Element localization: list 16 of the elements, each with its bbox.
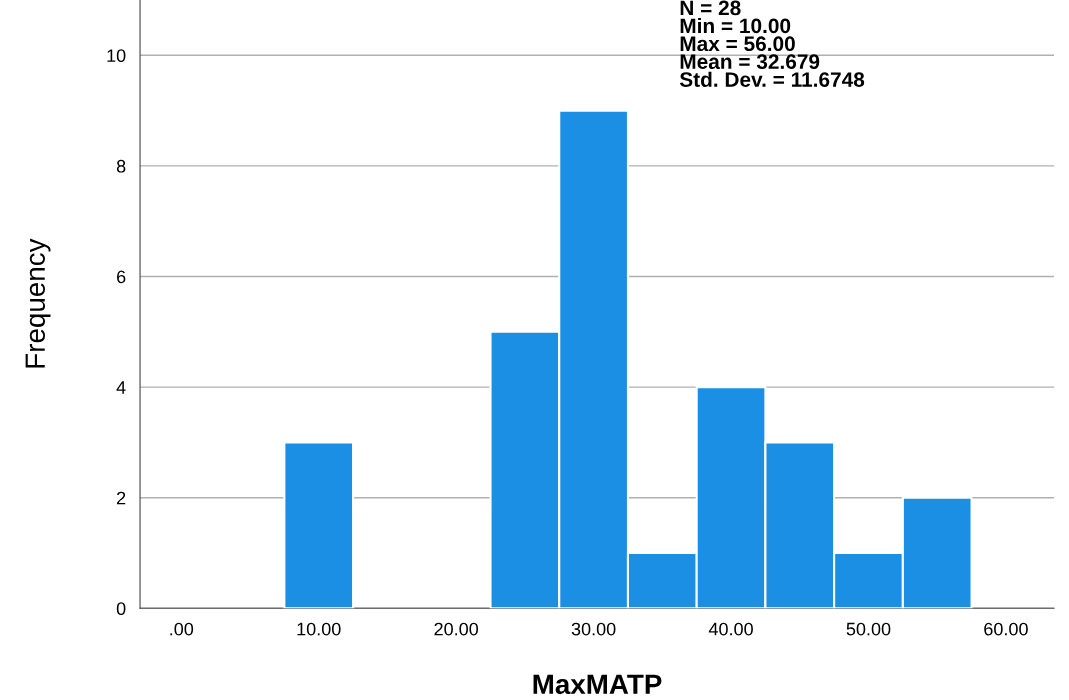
x-tick-label: 50.00 xyxy=(846,622,891,636)
y-axis-title: Frequency xyxy=(25,238,51,368)
y-tick-label: 6 xyxy=(117,270,126,284)
x-tick-label: 60.00 xyxy=(984,622,1028,636)
annotation: N = 28 Min = 10.00 Max = 56.00 Mean = 32.679 Std. Dev. = 11.6748 xyxy=(679,0,865,87)
y-tick-label: 4 xyxy=(116,381,126,394)
x-tick-label: 30.00 xyxy=(571,622,616,636)
x-axis-title: MaxMATP xyxy=(533,674,662,695)
y-tick-label: 10 xyxy=(107,49,126,63)
x-tick-label: 10.00 xyxy=(297,622,341,636)
x-tick-label: 20.00 xyxy=(434,622,479,636)
y-tick-label: 0 xyxy=(116,602,126,616)
y-tick-label: 2 xyxy=(117,491,126,505)
x-tick-label: .00 xyxy=(170,622,194,636)
x-tick-label: 40.00 xyxy=(708,622,753,636)
y-tick-label: 8 xyxy=(116,159,126,173)
